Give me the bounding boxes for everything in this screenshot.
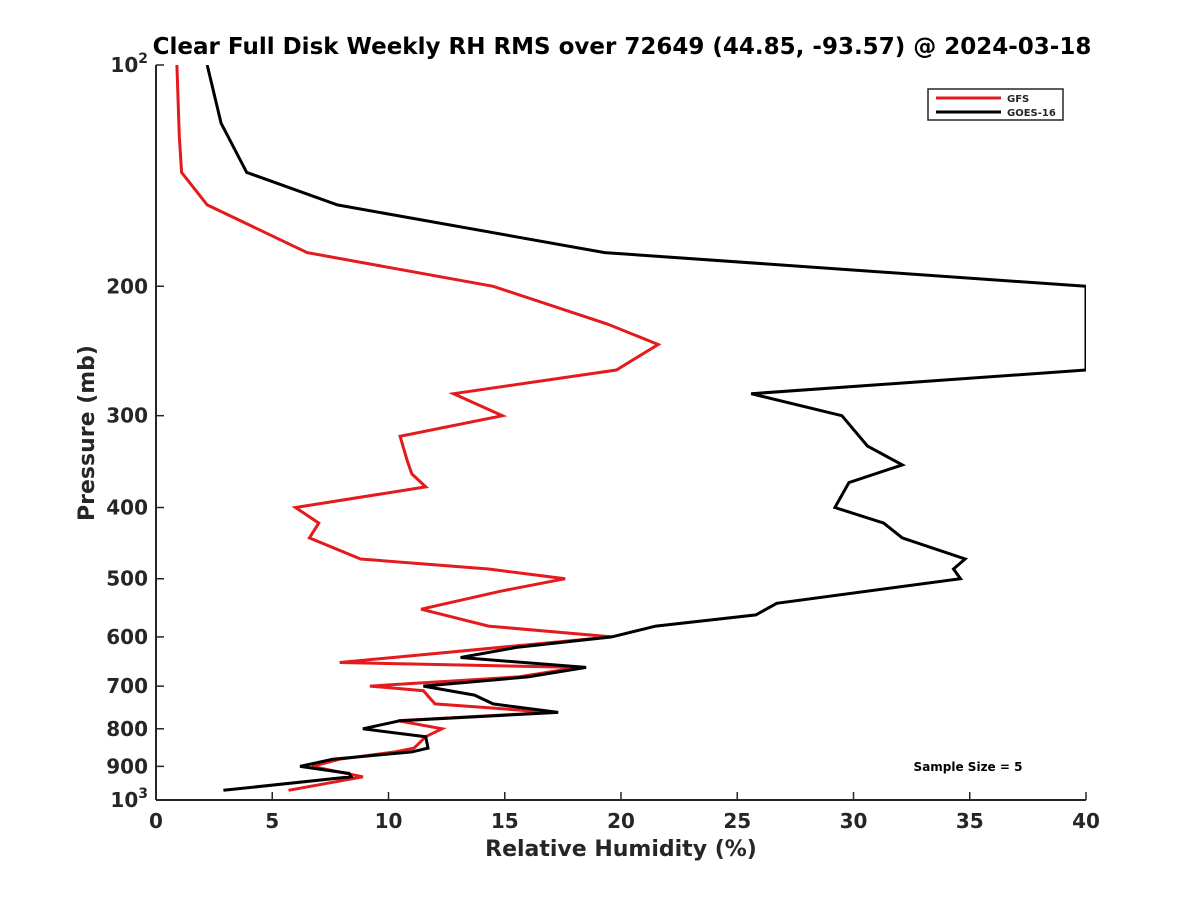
- legend-label: GFS: [1007, 94, 1029, 105]
- series-layer: [175, 65, 1086, 792]
- x-axis-title: Relative Humidity (%): [485, 837, 757, 862]
- y-tick-base: 10: [110, 53, 138, 77]
- y-tick-label: 300: [106, 404, 148, 428]
- y-tick-label: 600: [106, 625, 148, 649]
- legend-label: GOES-16: [1007, 108, 1056, 119]
- series-line-goes-16: [205, 65, 1086, 792]
- series-line-gfs: [175, 65, 662, 792]
- legend-box: [927, 88, 1064, 121]
- x-tick-label: 40: [1072, 809, 1100, 833]
- x-tick-label: 15: [491, 809, 519, 833]
- x-tick-label: 0: [149, 809, 163, 833]
- x-tick-label: 20: [607, 809, 635, 833]
- y-tick-base: 500: [106, 567, 148, 591]
- sample-size-annotation: Sample Size = 5: [914, 760, 1023, 774]
- y-tick-exponent: 2: [138, 51, 148, 67]
- y-tick-label: 102: [110, 51, 148, 77]
- y-tick-label: 103: [110, 786, 148, 812]
- x-tick-label: 35: [956, 809, 984, 833]
- x-tick-label: 10: [375, 809, 403, 833]
- y-tick-base: 700: [106, 674, 148, 698]
- y-tick-label: 700: [106, 674, 148, 698]
- y-tick-label: 200: [106, 274, 148, 298]
- y-tick-base: 200: [106, 274, 148, 298]
- y-tick-label: 900: [106, 754, 148, 778]
- y-tick-exponent: 3: [138, 786, 148, 802]
- y-tick-label: 500: [106, 567, 148, 591]
- y-tick-base: 900: [106, 754, 148, 778]
- y-tick-label: 800: [106, 717, 148, 741]
- x-tick-label: 30: [840, 809, 868, 833]
- x-axis-ticks: 0 5 10 15 20 25 30 35 40: [149, 792, 1100, 833]
- y-tick-base: 800: [106, 717, 148, 741]
- chart-title: Clear Full Disk Weekly RH RMS over 72649…: [153, 34, 1092, 60]
- y-tick-label: 400: [106, 496, 148, 520]
- y-tick-base: 600: [106, 625, 148, 649]
- legend: GFS GOES-16: [927, 88, 1064, 121]
- y-tick-base: 10: [110, 788, 138, 812]
- x-tick-label: 25: [723, 809, 751, 833]
- y-tick-base: 300: [106, 404, 148, 428]
- y-axis-title: Pressure (mb): [75, 345, 100, 521]
- x-tick-label: 5: [265, 809, 279, 833]
- y-tick-base: 400: [106, 496, 148, 520]
